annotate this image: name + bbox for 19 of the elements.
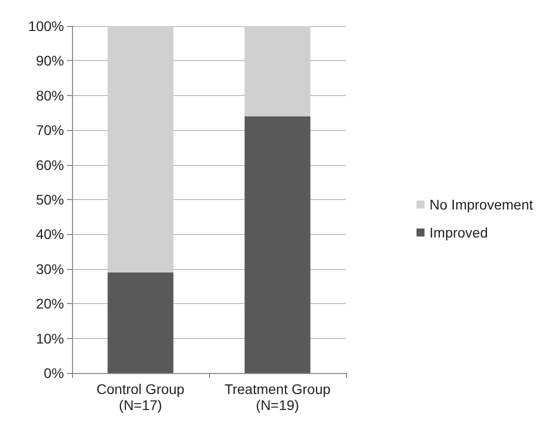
x-tick-label: Control Group (N=17) <box>96 381 185 413</box>
y-tick-label: 0% <box>44 365 64 381</box>
y-tick-label: 40% <box>36 226 64 242</box>
legend-label: No Improvement <box>430 196 534 212</box>
y-tick-label: 70% <box>36 122 64 138</box>
bar <box>244 116 310 373</box>
y-tick-label: 60% <box>36 156 64 173</box>
bar <box>108 26 174 272</box>
x-tick-label: Treatment Group (N=19) <box>224 381 331 413</box>
y-tick-label: 10% <box>36 330 64 346</box>
legend-label: Improved <box>430 224 488 240</box>
bar <box>244 26 310 116</box>
y-tick-label: 20% <box>36 296 64 312</box>
y-tick-label: 50% <box>36 192 64 208</box>
y-tick-label: 30% <box>36 260 64 277</box>
y-tick-label: 100% <box>28 18 64 34</box>
y-tick-label: 90% <box>36 52 64 69</box>
bar <box>108 272 174 373</box>
y-tick-label: 80% <box>36 87 64 104</box>
